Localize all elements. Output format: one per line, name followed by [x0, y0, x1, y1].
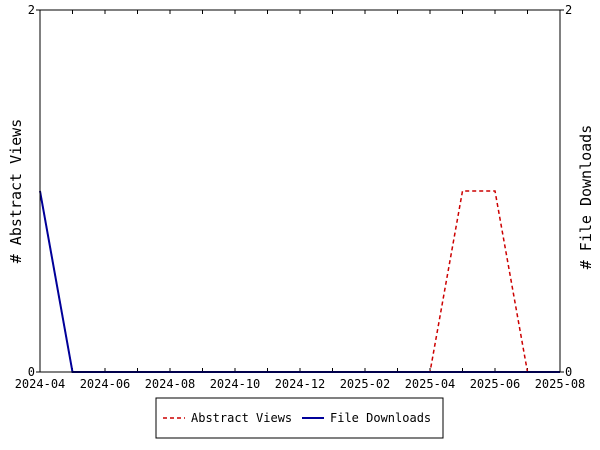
y-axis-left-title: # Abstract Views [7, 119, 25, 264]
plot-frame [39, 9, 561, 373]
x-tick-label: 2024-10 [210, 377, 261, 391]
x-tick-label: 2025-08 [535, 377, 586, 391]
series-layer [39, 190, 560, 373]
x-tick-label: 2024-04 [15, 377, 66, 391]
x-tick-label: 2025-06 [470, 377, 521, 391]
series-line-abstract-views [39, 190, 560, 373]
y-ticks: 0 2 0 2 [28, 3, 572, 379]
x-tick-label: 2024-08 [145, 377, 196, 391]
y-tick-label-left: 2 [28, 3, 35, 17]
series-line-file-downloads [39, 190, 560, 373]
x-tick-label: 2025-02 [340, 377, 391, 391]
x-ticks [39, 10, 561, 372]
x-tick-labels: 2024-04 2024-06 2024-08 2024-10 2024-12 2025-… [15, 377, 586, 391]
legend: Abstract Views File Downloads [155, 397, 444, 439]
y-tick-label-left: 0 [28, 365, 35, 379]
x-tick-label: 2024-12 [275, 377, 326, 391]
y-tick-label-right: 2 [565, 3, 572, 17]
legend-box [155, 397, 444, 439]
legend-label-abstract-views: Abstract Views [191, 411, 292, 425]
legend-label-file-downloads: File Downloads [330, 411, 431, 425]
y-axis-right-title: # File Downloads [577, 125, 595, 270]
x-tick-label: 2025-04 [405, 377, 456, 391]
y-tick-label-right: 0 [565, 365, 572, 379]
x-tick-label: 2024-06 [80, 377, 131, 391]
